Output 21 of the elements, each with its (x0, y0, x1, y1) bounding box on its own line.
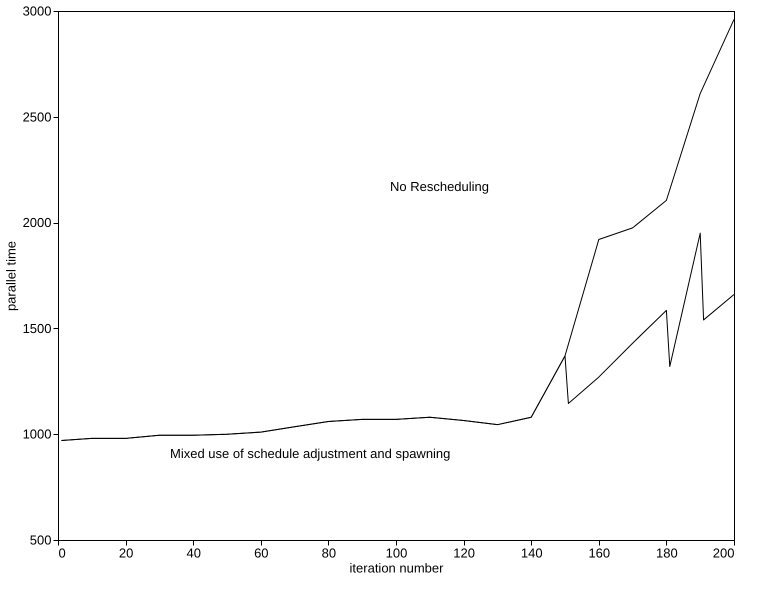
y-tick-label: 3000 (22, 4, 52, 18)
y-tick-label: 2000 (22, 215, 52, 230)
y-tick-label: 1500 (22, 320, 52, 336)
x-tick-label: 0 (58, 546, 66, 560)
x-tick-label: 180 (656, 546, 678, 560)
y-tick-label: 1000 (22, 426, 52, 442)
x-tick-label: 140 (520, 546, 543, 560)
x-axis-title: iteration number (350, 560, 444, 576)
x-tick-label: 60 (254, 546, 269, 560)
x-tick-label: 160 (588, 546, 610, 560)
y-tick-label: 2500 (22, 109, 52, 124)
x-tick-label: 20 (118, 546, 134, 560)
x-tick-label: 80 (322, 546, 336, 560)
annotation: Mixed use of schedule adjustment and spawning (170, 446, 450, 461)
y-tick-label: 500 (30, 532, 52, 548)
x-tick-label: 200 (712, 546, 734, 560)
x-tick-label: 40 (186, 546, 201, 560)
x-tick-label: 100 (386, 546, 408, 560)
y-axis-title: parallel time (4, 240, 19, 312)
annotation: No Rescheduling (390, 179, 490, 194)
x-tick-label: 120 (453, 546, 475, 560)
